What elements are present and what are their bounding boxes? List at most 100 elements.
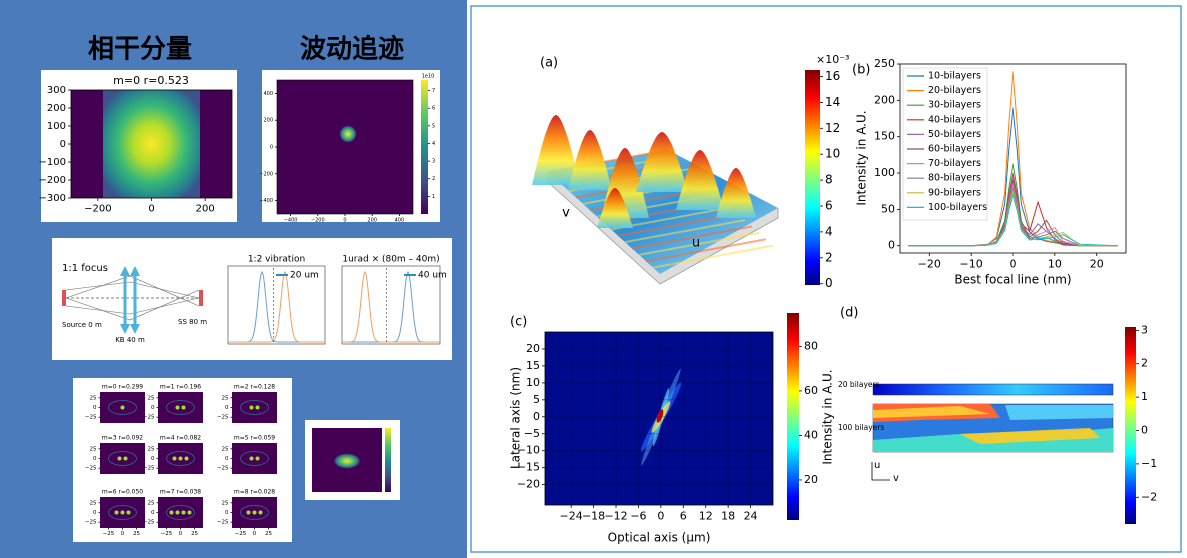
surface-stripe (645, 238, 767, 263)
y-tick-label: 0 (225, 510, 229, 516)
surface-stripe (638, 231, 760, 256)
y-tick-label: 7 (432, 88, 435, 94)
y-tick-label: 25 (90, 446, 97, 452)
x-tick-label: −10 (960, 257, 983, 270)
y-tick-label: −25 (143, 520, 155, 526)
mode-spot (117, 456, 122, 461)
mode-spot (178, 456, 183, 461)
y-tick-label: 4 (432, 141, 435, 147)
surface-ridge (597, 188, 633, 228)
y-tick-label: −20 (517, 478, 540, 491)
y-tick-label: 25 (90, 500, 97, 506)
mode-image (158, 392, 203, 423)
x-tick-label: 10 (1048, 257, 1062, 270)
surface-ridge (532, 115, 580, 185)
legend-label: 40-bilayers (928, 114, 981, 125)
y-tick-label: 25 (148, 500, 155, 506)
mode-spot (181, 510, 186, 515)
y-tick-label: 60 (804, 384, 818, 397)
label: 1:2 vibration (248, 255, 305, 265)
focus-spot (333, 453, 361, 469)
x-tick-label: 18 (721, 509, 735, 522)
y-tick-label: 1 (1141, 390, 1148, 403)
y-tick-label: 2 (432, 176, 435, 182)
y-tick-label: 200 (263, 118, 273, 124)
y-tick-label: 40 (804, 428, 818, 441)
x-tick-label: 400 (395, 217, 405, 223)
label: u (692, 236, 700, 251)
label: KB 40 m (115, 336, 145, 344)
y-tick-label: 0 (225, 456, 229, 462)
y-tick-label: 8 (825, 173, 833, 187)
x-tick-label: −25 (161, 531, 173, 537)
uv-axes (871, 462, 890, 481)
x-tick-label: −25 (103, 531, 115, 537)
y-tick-label: −10 (517, 444, 540, 457)
y-tick-label: 50 (881, 202, 895, 215)
mode-title: m=3 r=0.092 (102, 435, 143, 442)
mode-title: m=7 r=0.038 (160, 489, 201, 496)
y-tick-label: 80 (804, 339, 818, 352)
y-tick-label: 3 (1141, 323, 1148, 336)
y-tick-label: −25 (217, 466, 229, 472)
mode-halo (166, 451, 195, 466)
y-tick-label: 20 (804, 473, 818, 486)
legend-label: 30-bilayers (928, 100, 981, 111)
label: (d) (840, 306, 858, 321)
surface-ridge (568, 130, 612, 190)
profile (342, 270, 440, 343)
y-tick-label: 0 (888, 239, 895, 252)
y-tick-label: −25 (85, 466, 97, 472)
y-tick-label: 16 (825, 69, 840, 83)
strip-20 (872, 383, 1114, 396)
label: 1urad × (80m – 40m) (342, 255, 439, 265)
x-tick-label: 25 (133, 531, 140, 537)
label: 20 um (290, 271, 319, 281)
mode-title: m=6 r=0.050 (102, 489, 143, 496)
y-tick-label: 5 (432, 123, 435, 129)
y-tick-label: −2 (1141, 490, 1157, 503)
y-tick-label: −25 (143, 415, 155, 421)
x-tick-label: −24 (560, 509, 583, 522)
mode-halo (240, 451, 269, 466)
legend-label: 90-bilayers (928, 187, 981, 198)
ray (65, 281, 200, 299)
y-tick-label: 20 (526, 342, 540, 355)
mode-halo (108, 400, 137, 415)
y-tick-label: −25 (217, 415, 229, 421)
y-tick-label: 0 (533, 410, 540, 423)
mode-image (232, 443, 277, 474)
y-tick-label: 2 (825, 250, 833, 264)
y-tick-label: 200 (47, 103, 66, 114)
mode-spot (123, 456, 128, 461)
mode-title: m=2 r=0.128 (234, 384, 275, 391)
axes-frame (544, 331, 774, 506)
surface-ridge (636, 132, 688, 192)
y-tick-label: 0 (151, 510, 155, 516)
x-tick-label: −6 (630, 509, 646, 522)
legend-label: 20-bilayers (928, 85, 981, 96)
ray (65, 289, 200, 321)
y-tick-label: 100 (47, 121, 66, 132)
mode-spot (175, 510, 180, 515)
mode-title: m=0 r=0.299 (102, 384, 143, 391)
surface-stripe (652, 244, 774, 269)
x-axis-title: Best focal line (nm) (954, 273, 1071, 287)
x-tick-label: 0 (1010, 257, 1017, 270)
x-tick-label: 6 (680, 509, 687, 522)
y-tick-label: 12 (825, 121, 840, 135)
label: Source 0 m (62, 321, 102, 329)
mode-halo (240, 505, 269, 520)
mode-spot (258, 510, 263, 515)
label: v (562, 206, 570, 221)
colorbar (385, 428, 391, 492)
x-tick-label: 0 (148, 204, 154, 215)
mode-spot (120, 405, 125, 410)
y-tick-label: 0 (151, 405, 155, 411)
mode-spot (169, 510, 174, 515)
mode-title: m=1 r=0.196 (160, 384, 201, 391)
x-tick-label: −200 (84, 204, 111, 215)
focus-core (656, 409, 664, 423)
mode-spot (126, 510, 131, 515)
